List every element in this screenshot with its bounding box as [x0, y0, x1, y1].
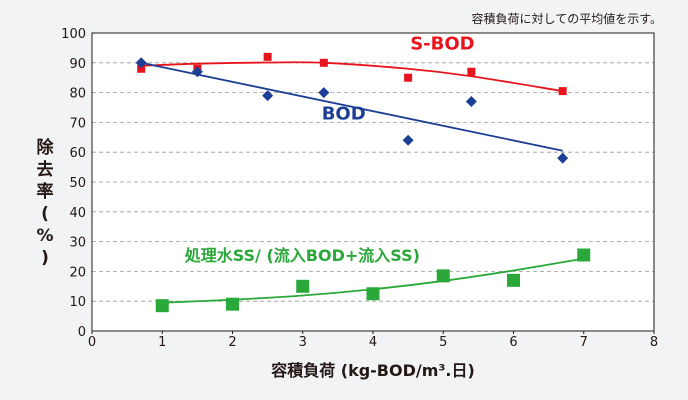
y-tick-label: 0: [78, 325, 86, 340]
series-label-bod: BOD: [322, 103, 366, 124]
x-tick-label: 0: [88, 335, 96, 350]
data-point-diamond: [191, 66, 203, 78]
data-point-small-square: [558, 87, 567, 96]
data-point-square: [507, 273, 520, 287]
y-tick-label: 100: [61, 27, 86, 42]
x-tick-label: 5: [439, 335, 447, 350]
y-axis-title-char: ): [41, 248, 49, 268]
y-tick-label: 70: [69, 116, 86, 131]
y-tick-label: 60: [69, 146, 86, 161]
x-tick-label: 1: [158, 335, 166, 350]
y-axis-title-char: 率: [37, 181, 54, 202]
trend-line: [140, 61, 563, 152]
data-point-square: [155, 299, 169, 313]
y-tick-label: 40: [69, 206, 86, 221]
y-tick-label: 20: [69, 265, 86, 280]
y-tick-label: 90: [69, 57, 86, 72]
data-point-square: [296, 279, 310, 293]
data-point-small-square: [263, 52, 272, 61]
data-point-square: [577, 248, 591, 262]
data-point-small-square: [319, 58, 328, 67]
series-labels: S-BOD BOD 処理水SS/ (流入BOD+流入SS): [185, 33, 475, 265]
y-tick-label: 30: [69, 236, 86, 251]
chart-note: 容積負荷に対しての平均値を示す。: [472, 11, 662, 26]
data-point-diamond: [318, 87, 330, 99]
series-label-ss-ratio: 処理水SS/ (流入BOD+流入SS): [185, 246, 420, 265]
plot-frame: [91, 32, 655, 332]
x-tick-label: 3: [299, 335, 307, 350]
data-point-diamond: [465, 96, 477, 108]
x-tick-label: 2: [228, 335, 236, 350]
x-tick-label: 8: [650, 335, 658, 350]
data-point-small-square: [137, 64, 146, 73]
y-axis-title-char: 除: [37, 137, 55, 158]
y-tick-label: 10: [69, 295, 86, 310]
y-axis-title-char: (: [41, 204, 49, 224]
x-tick-label: 4: [369, 335, 377, 350]
y-axis-title-char: %: [36, 226, 53, 246]
data-point-small-square: [404, 73, 413, 82]
data-point-square: [226, 297, 239, 311]
data-point-square: [366, 287, 380, 301]
data-point-diamond: [262, 90, 274, 102]
data-points: [135, 52, 591, 313]
x-axis-title: 容積負荷 (kg-BOD/m³.日): [270, 361, 475, 380]
data-point-diamond: [557, 152, 569, 164]
x-tick-label: 7: [580, 335, 588, 350]
x-tick-label: 6: [509, 335, 517, 350]
y-axis-title-char: 去: [37, 159, 54, 180]
data-point-small-square: [467, 67, 476, 76]
axes: 0 10 20 30 40 50 60 70 80 90 100 0 1 2 3 4 5 6 7 8 容積負荷 (kg-…: [36, 27, 658, 380]
data-point-diamond: [135, 57, 147, 69]
gridlines: [92, 33, 654, 331]
data-point-square: [436, 269, 450, 283]
y-tick-label: 50: [69, 176, 86, 191]
series-label-s-bod: S-BOD: [410, 33, 474, 54]
y-tick-label: 80: [69, 87, 86, 102]
data-point-diamond: [402, 134, 414, 146]
